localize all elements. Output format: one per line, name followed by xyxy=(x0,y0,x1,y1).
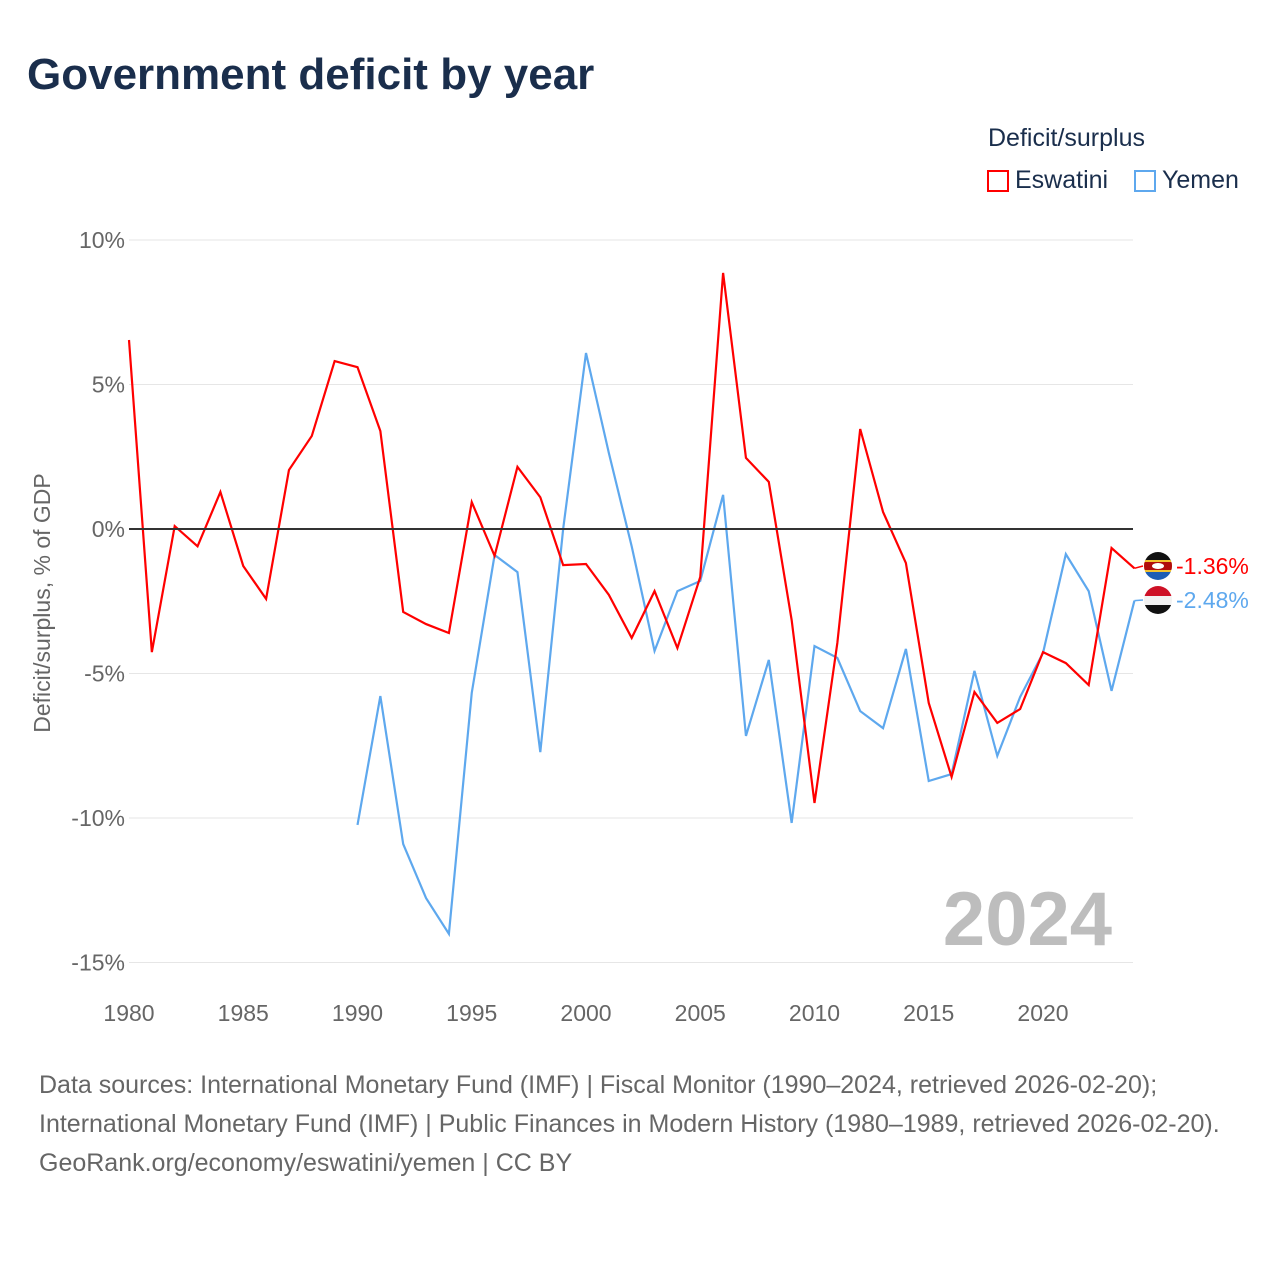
x-tick-label: 1985 xyxy=(218,1000,269,1026)
end-value-label: -2.48% xyxy=(1176,587,1249,613)
y-tick-label: 0% xyxy=(92,516,125,542)
y-tick-label: 10% xyxy=(79,227,125,253)
legend-item-eswatini[interactable]: Eswatini xyxy=(987,166,1108,195)
yemen-flag-icon xyxy=(1144,586,1172,614)
series-line-eswatini xyxy=(127,272,1136,804)
y-tick-label: 5% xyxy=(92,372,125,398)
end-connector xyxy=(1134,599,1144,602)
x-tick-label: 2020 xyxy=(1017,1000,1068,1026)
x-tick-label: 2005 xyxy=(675,1000,726,1026)
source-note: Data sources: International Monetary Fun… xyxy=(39,1066,1239,1183)
chart-title: Government deficit by year xyxy=(27,50,595,99)
x-tick-label: 1990 xyxy=(332,1000,383,1026)
year-watermark: 2024 xyxy=(943,877,1112,962)
eswatini-flag-icon xyxy=(1144,552,1172,580)
y-tick-label: -10% xyxy=(71,805,125,831)
y-tick-label: -5% xyxy=(84,661,125,687)
series-line-yemen xyxy=(356,352,1136,938)
x-tick-label: 1995 xyxy=(446,1000,497,1026)
end-connector xyxy=(1134,565,1144,570)
x-tick-label: 2000 xyxy=(560,1000,611,1026)
end-value-label: -1.36% xyxy=(1176,553,1249,579)
data-sources: Data sources: International Monetary Fun… xyxy=(39,1071,1220,1138)
legend-swatch xyxy=(987,169,1009,192)
legend-title: Deficit/surplus xyxy=(988,124,1145,152)
y-tick-label: -15% xyxy=(71,950,125,976)
legend-label: Eswatini xyxy=(1015,166,1109,194)
x-tick-label: 1980 xyxy=(103,1000,154,1026)
y-axis-label: Deficit/surplus, % of GDP xyxy=(29,473,55,732)
x-tick-label: 2015 xyxy=(903,1000,954,1026)
legend-item-yemen[interactable]: Yemen xyxy=(1134,166,1239,195)
x-tick-label: 2010 xyxy=(789,1000,840,1026)
attribution-link[interactable]: GeoRank.org/economy/eswatini/yemen | CC … xyxy=(39,1149,573,1177)
legend-label: Yemen xyxy=(1162,166,1239,194)
legend-swatch xyxy=(1134,169,1156,192)
